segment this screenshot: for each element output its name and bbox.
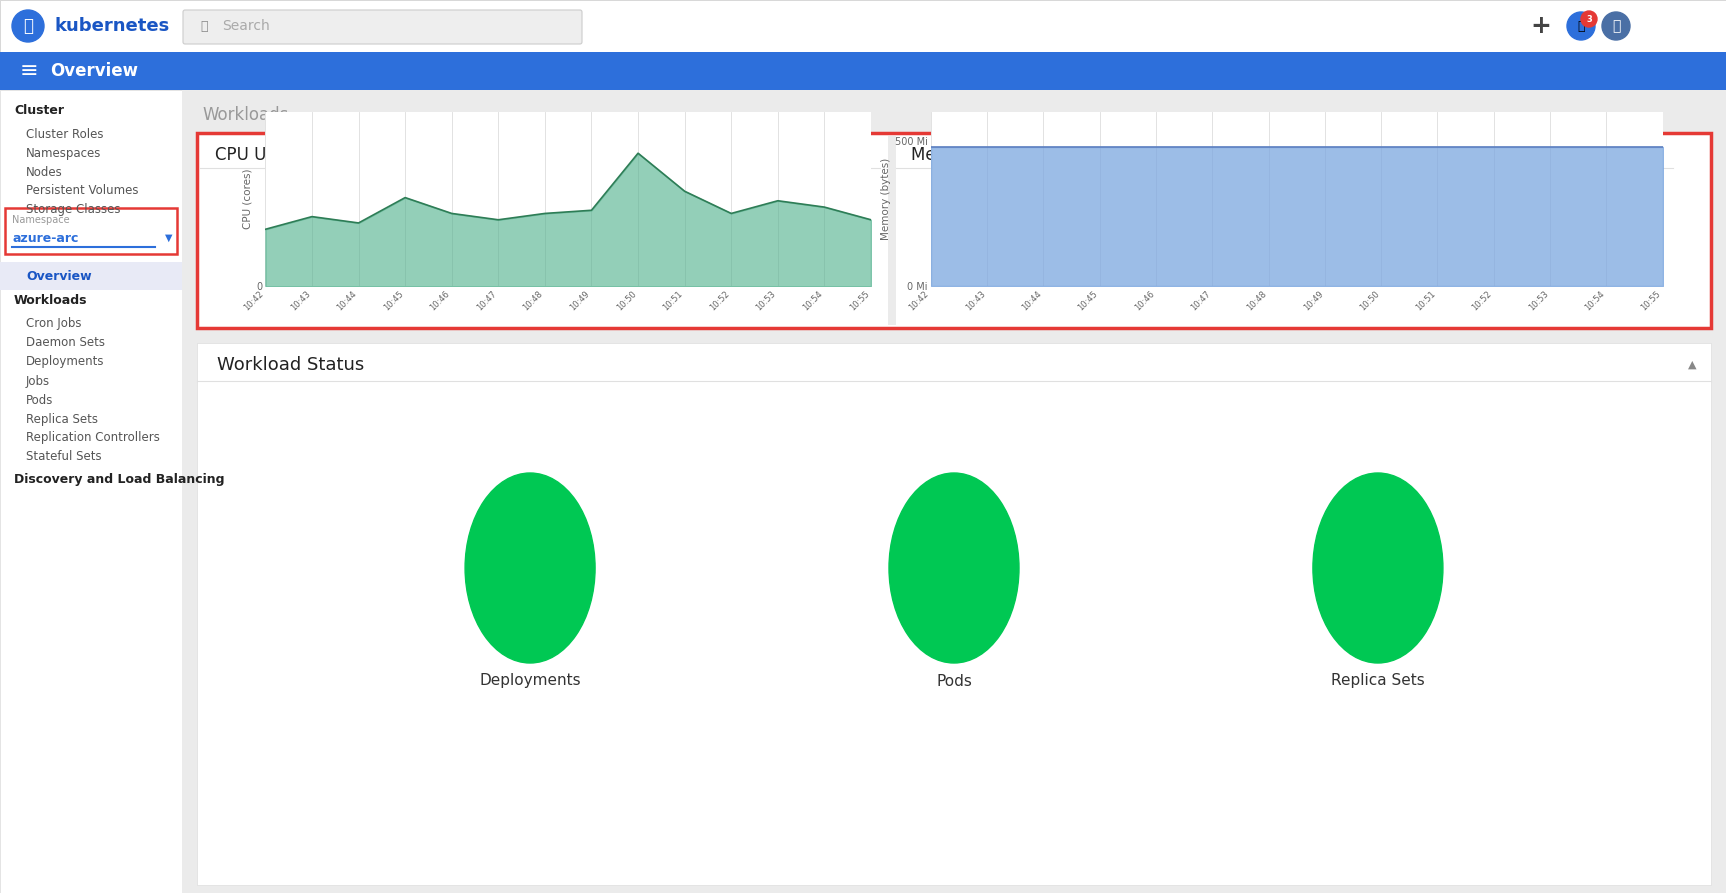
Text: Cluster Roles: Cluster Roles	[26, 128, 104, 140]
Y-axis label: Memory (bytes): Memory (bytes)	[880, 158, 891, 240]
Text: azure-arc: azure-arc	[12, 231, 78, 245]
Text: Workloads: Workloads	[14, 294, 88, 306]
FancyBboxPatch shape	[0, 0, 1726, 52]
Ellipse shape	[464, 473, 595, 663]
Text: Cluster: Cluster	[14, 104, 64, 116]
Text: 👤: 👤	[1612, 19, 1621, 33]
FancyBboxPatch shape	[896, 136, 1672, 325]
Text: ≡: ≡	[21, 61, 38, 81]
Text: Daemon Sets: Daemon Sets	[26, 337, 105, 349]
Text: Deployments: Deployments	[26, 355, 105, 369]
Text: Namespaces: Namespaces	[26, 146, 102, 160]
Circle shape	[12, 10, 43, 42]
Text: Memory Usage: Memory Usage	[911, 146, 1036, 164]
Text: Cron Jobs: Cron Jobs	[26, 318, 81, 330]
Circle shape	[1567, 12, 1595, 40]
Text: Persistent Volumes: Persistent Volumes	[26, 185, 138, 197]
Ellipse shape	[1313, 473, 1443, 663]
Circle shape	[1602, 12, 1629, 40]
Text: Replication Controllers: Replication Controllers	[26, 431, 161, 445]
Y-axis label: CPU (cores): CPU (cores)	[242, 169, 252, 230]
Text: Stateful Sets: Stateful Sets	[26, 450, 102, 463]
FancyBboxPatch shape	[200, 136, 880, 325]
Text: ▲: ▲	[856, 150, 865, 160]
FancyBboxPatch shape	[887, 136, 896, 325]
Text: kubernetes: kubernetes	[54, 17, 169, 35]
Text: Search: Search	[223, 19, 269, 33]
FancyBboxPatch shape	[197, 133, 1710, 328]
Text: Discovery and Load Balancing: Discovery and Load Balancing	[14, 472, 224, 486]
Text: ▲: ▲	[1654, 150, 1662, 160]
FancyBboxPatch shape	[183, 10, 582, 44]
Text: ▲: ▲	[1688, 360, 1697, 370]
FancyBboxPatch shape	[5, 208, 178, 254]
Text: Overview: Overview	[50, 62, 138, 80]
Ellipse shape	[889, 473, 1018, 663]
Text: Workload Status: Workload Status	[217, 356, 364, 374]
Text: ▼: ▼	[164, 233, 173, 243]
Text: ⎈: ⎈	[22, 17, 33, 35]
Text: Nodes: Nodes	[26, 165, 62, 179]
Text: Workloads: Workloads	[202, 106, 288, 124]
Text: Replica Sets: Replica Sets	[26, 413, 98, 425]
Text: Deployments: Deployments	[480, 673, 582, 689]
Text: Storage Classes: Storage Classes	[26, 204, 121, 216]
Text: Pods: Pods	[935, 673, 972, 689]
Text: Namespace: Namespace	[12, 215, 69, 225]
Text: 🔔: 🔔	[1578, 20, 1584, 32]
Circle shape	[1581, 11, 1597, 27]
Text: 3: 3	[1586, 14, 1591, 23]
Text: +: +	[1531, 14, 1552, 38]
FancyBboxPatch shape	[0, 52, 1726, 90]
Text: Replica Sets: Replica Sets	[1331, 673, 1424, 689]
Text: Jobs: Jobs	[26, 374, 50, 388]
Text: CPU Usage: CPU Usage	[216, 146, 306, 164]
FancyBboxPatch shape	[181, 90, 1726, 893]
FancyBboxPatch shape	[197, 343, 1710, 885]
FancyBboxPatch shape	[0, 90, 181, 893]
FancyBboxPatch shape	[0, 262, 181, 290]
Text: Overview: Overview	[26, 270, 91, 282]
Text: 🔍: 🔍	[200, 20, 207, 32]
Text: Pods: Pods	[26, 394, 54, 406]
